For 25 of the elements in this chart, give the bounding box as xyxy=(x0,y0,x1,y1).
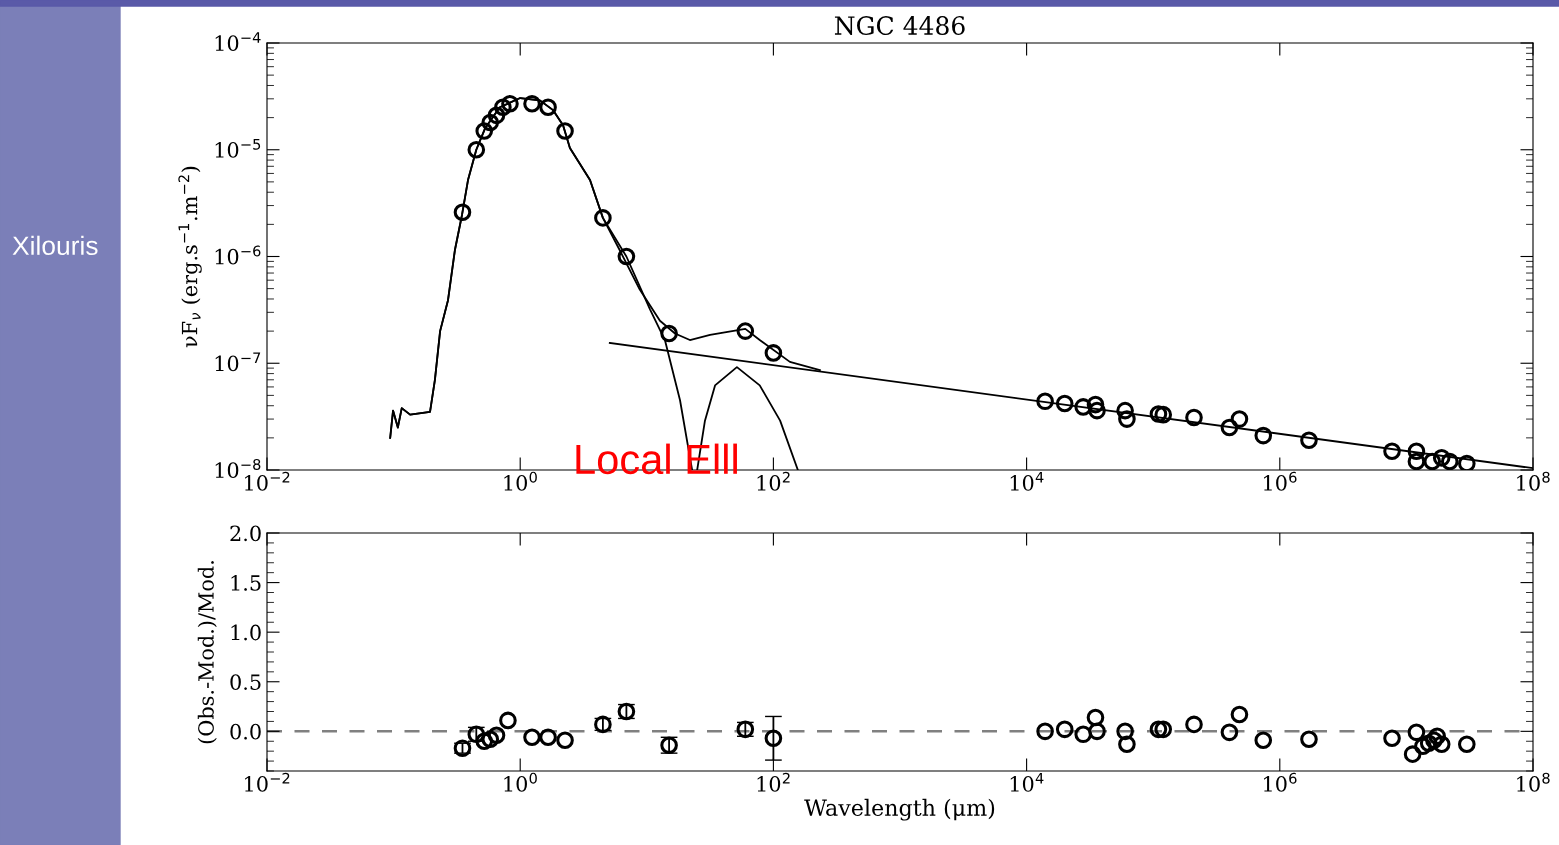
y-tick-label: 2.0 xyxy=(230,525,261,542)
chart-title: NGC 4486 xyxy=(834,16,965,36)
x-tick-label: 10$^{6}$ xyxy=(1264,772,1297,792)
x-tick-label: 10$^{2}$ xyxy=(757,471,790,491)
x-tick-label: 10$^{−2}$ xyxy=(245,772,290,792)
x-tick-label: 10$^{0}$ xyxy=(504,471,537,491)
y-tick-label: 1.0 xyxy=(231,624,261,641)
x-tick-label: 10$^{4}$ xyxy=(1010,772,1044,792)
y-tick-label: 10$^{−5}$ xyxy=(215,138,261,158)
y-tick-label: 10$^{−7}$ xyxy=(215,352,261,372)
x-tick-label: 10$^{0}$ xyxy=(504,772,537,792)
y-axis-title: νF$_{ν}$ (erg.s$^{−1}$.m$^{−2}$) xyxy=(178,166,202,348)
x-tick-label: 10$^{8}$ xyxy=(1517,471,1550,491)
x-tick-label: 10$^{6}$ xyxy=(1264,471,1297,491)
y-tick-label: 10$^{−6}$ xyxy=(215,245,261,265)
y-axis-title: (Obs.-Mod.)/Mod. xyxy=(197,561,217,744)
y-tick-label: 1.5 xyxy=(231,575,261,591)
y-tick-label: 0.0 xyxy=(230,723,261,740)
x-tick-label: 10$^{8}$ xyxy=(1517,772,1550,792)
y-tick-label: 10$^{−4}$ xyxy=(215,32,261,52)
text: Xilouris xyxy=(12,235,98,256)
x-tick-label: 10$^{4}$ xyxy=(1010,471,1044,491)
x-axis-title: Wavelength (μm) xyxy=(804,798,995,821)
x-tick-label: 10$^{2}$ xyxy=(757,772,790,792)
y-tick-label: 0.5 xyxy=(230,674,261,690)
